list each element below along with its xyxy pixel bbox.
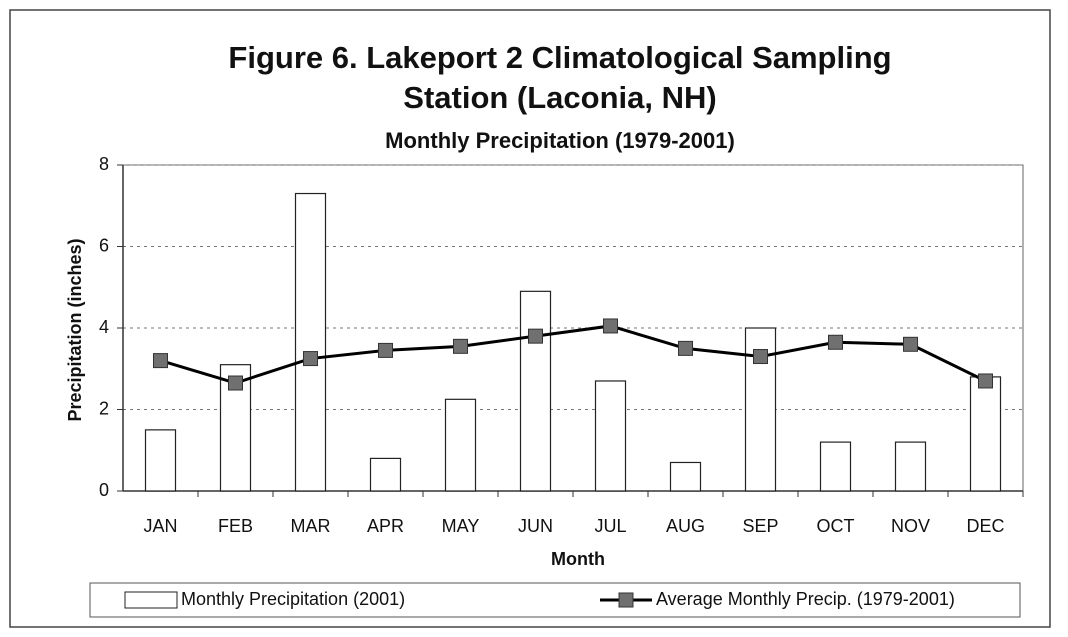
marker [303, 351, 318, 367]
bar [444, 398, 477, 492]
marker [603, 318, 618, 334]
bar [369, 457, 402, 492]
x-tick-label: SEP [742, 516, 778, 536]
marker [903, 336, 918, 352]
bar [669, 461, 702, 492]
bar [144, 429, 177, 492]
bar [819, 441, 852, 492]
marker [228, 375, 243, 391]
y-tick-label: 8 [99, 154, 109, 174]
x-axis-label: Month [551, 549, 605, 569]
x-tick-label: APR [367, 516, 404, 536]
legend-label: Monthly Precipitation (2001) [181, 589, 405, 609]
x-tick-label: AUG [666, 516, 705, 536]
marker [153, 353, 168, 369]
y-tick-label: 6 [99, 235, 109, 255]
marker [828, 334, 843, 350]
legend-label: Average Monthly Precip. (1979-2001) [656, 589, 955, 609]
bar [294, 192, 327, 492]
x-tick-label: JUN [518, 516, 553, 536]
chart-title: Station (Laconia, NH) [403, 80, 716, 115]
x-tick-label: JUL [594, 516, 626, 536]
y-tick-label: 2 [99, 398, 109, 418]
chart-subtitle: Monthly Precipitation (1979-2001) [385, 128, 735, 153]
bar [519, 290, 552, 492]
bar [594, 380, 627, 492]
marker [753, 349, 768, 365]
x-tick-label: JAN [143, 516, 177, 536]
marker [978, 373, 993, 389]
y-tick-label: 0 [99, 480, 109, 500]
x-tick-label: NOV [891, 516, 930, 536]
legend-box [89, 582, 1021, 618]
marker [678, 340, 693, 356]
line [160, 324, 987, 385]
marker [378, 342, 393, 358]
marker [528, 328, 543, 344]
x-tick-label: DEC [966, 516, 1004, 536]
bar [894, 441, 927, 492]
marker [453, 338, 468, 354]
x-tick-label: FEB [218, 516, 253, 536]
y-tick-label: 4 [99, 317, 109, 337]
x-tick-label: MAR [291, 516, 331, 536]
legend-swatch [618, 592, 634, 608]
chart-title: Figure 6. Lakeport 2 Climatological Samp… [228, 40, 891, 75]
x-tick-label: MAY [442, 516, 480, 536]
y-axis-label: Precipitation (inches) [65, 238, 85, 421]
legend-swatch [124, 591, 178, 609]
bar [969, 376, 1002, 492]
x-tick-label: OCT [817, 516, 855, 536]
